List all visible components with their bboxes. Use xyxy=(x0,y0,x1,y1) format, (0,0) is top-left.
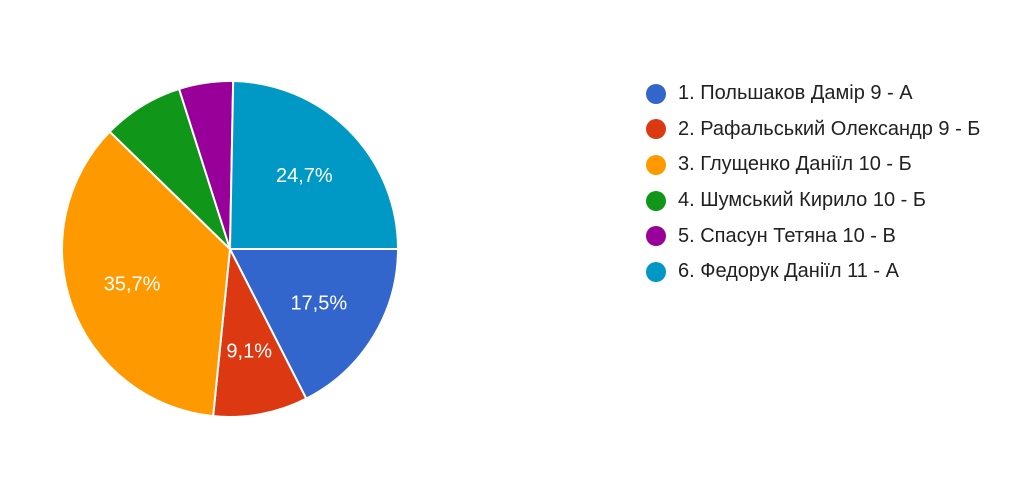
legend-item-1[interactable]: 1. Польшаков Дамір 9 - А xyxy=(646,76,980,112)
pie-slice-6[interactable] xyxy=(229,80,399,250)
legend-swatch-icon xyxy=(646,261,666,282)
legend-label: 3. Глущенко Даніїл 10 - Б xyxy=(678,153,912,176)
pie-slice-label-1: 17,5% xyxy=(290,292,347,314)
pie-slices xyxy=(61,80,399,418)
pie-slice-label-2: 9,1% xyxy=(226,340,272,362)
legend-item-5[interactable]: 5. Спасун Тетяна 10 - В xyxy=(646,218,980,254)
pie-slice-label-3: 35,7% xyxy=(104,274,161,296)
legend-item-2[interactable]: 2. Рафальський Олександр 9 - Б xyxy=(646,112,980,148)
legend-label: 1. Польшаков Дамір 9 - А xyxy=(678,82,913,105)
legend-swatch-icon xyxy=(646,154,666,175)
legend-swatch-icon xyxy=(646,190,666,211)
pie-slice-1[interactable] xyxy=(229,248,399,400)
legend-swatch-icon xyxy=(646,119,666,140)
legend-label: 2. Рафальський Олександр 9 - Б xyxy=(678,117,981,140)
pie-slice-2[interactable] xyxy=(212,248,308,418)
legend-item-6[interactable]: 6. Федорук Даніїл 11 - А xyxy=(646,254,980,290)
pie-slice-labels: 17,5% 9,1% 35,7% 24,7% xyxy=(104,165,348,362)
pie-slice-3[interactable] xyxy=(61,130,231,418)
legend-label: 4. Шумський Кирило 10 - Б xyxy=(678,189,926,212)
legend-swatch-icon xyxy=(646,226,666,247)
pie-slice-label-6: 24,7% xyxy=(276,165,333,187)
legend: 1. Польшаков Дамір 9 - А 2. Рафальський О… xyxy=(646,76,980,290)
legend-label: 5. Спасун Тетяна 10 - В xyxy=(678,224,896,247)
legend-swatch-icon xyxy=(646,83,666,104)
legend-label: 6. Федорук Даніїл 11 - А xyxy=(678,260,899,283)
legend-item-4[interactable]: 4. Шумський Кирило 10 - Б xyxy=(646,183,980,219)
legend-item-3[interactable]: 3. Глущенко Даніїл 10 - Б xyxy=(646,147,980,183)
